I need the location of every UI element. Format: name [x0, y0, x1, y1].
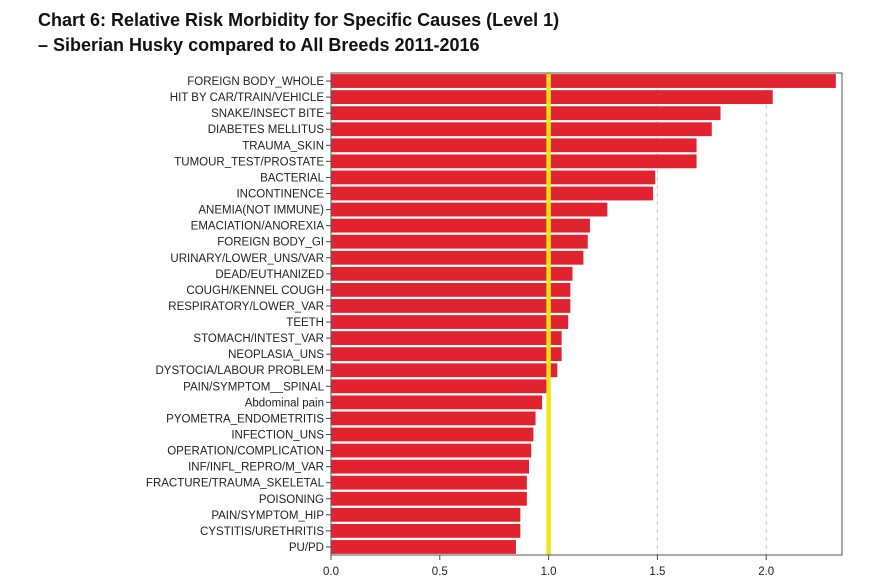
bar: [331, 459, 530, 474]
bar: [331, 523, 521, 538]
chart-title-line-2: – Siberian Husky compared to All Breeds …: [38, 35, 480, 55]
bar: [331, 395, 543, 410]
bar: [331, 331, 562, 346]
category-label: URINARY/LOWER_UNS/VAR: [170, 253, 324, 265]
bar-layer: [331, 74, 836, 554]
category-label: SNAKE/INSECT BITE: [211, 108, 324, 120]
category-label: POISONING: [259, 494, 324, 506]
bar: [331, 154, 697, 169]
bar: [331, 74, 836, 88]
category-label: DIABETES MELLITUS: [208, 124, 325, 136]
bar: [331, 234, 588, 249]
bar: [331, 138, 697, 153]
category-label: PYOMETRA_ENDOMETRITIS: [166, 413, 324, 425]
bar: [331, 427, 534, 442]
bar: [331, 218, 590, 233]
category-label: BACTERIAL: [260, 172, 325, 184]
category-label: TRAUMA_SKIN: [242, 140, 324, 152]
category-label: INF/INFL_REPRO/M_VAR: [188, 462, 324, 474]
category-label: RESPIRATORY/LOWER_VAR: [168, 301, 324, 313]
category-label: OPERATION/COMPLICATION: [167, 446, 324, 458]
bar: [331, 266, 573, 281]
category-label: TUMOUR_TEST/PROSTATE: [174, 156, 324, 168]
grid-layer: [656, 73, 767, 555]
chart-title-line-1: Chart 6: Relative Risk Morbidity for Spe…: [38, 10, 560, 30]
bar: [331, 315, 569, 329]
bar: [331, 363, 558, 378]
bar: [331, 540, 516, 554]
category-label: NEOPLASIA_UNS: [228, 349, 324, 361]
category-label: COUGH/KENNEL COUGH: [186, 285, 324, 297]
bar: [331, 379, 549, 394]
bar: [331, 282, 571, 297]
category-label: FRACTURE/TRAUMA_SKELETAL: [146, 478, 325, 490]
bar: [331, 202, 608, 217]
category-labels: FOREIGN BODY_WHOLE HIT BY CAR/TRAIN/VEHIC…: [146, 76, 331, 554]
category-label: DEAD/EUTHANIZED: [215, 269, 324, 281]
category-label: Abdominal pain: [245, 397, 324, 409]
x-tick-label: 0.0: [323, 566, 339, 578]
category-label: INFECTION_UNS: [231, 430, 324, 442]
category-label: DYSTOCIA/LABOUR PROBLEM: [156, 365, 325, 377]
bar: [331, 170, 656, 185]
category-label: STOMACH/INTEST_VAR: [193, 333, 324, 345]
category-label: INCONTINENCE: [236, 189, 324, 201]
category-label: PAIN/SYMPTOM__SPINAL: [183, 381, 324, 393]
category-label: CYSTITIS/URETHRITIS: [200, 526, 324, 538]
bar: [331, 491, 527, 506]
x-tick-label: 0.5: [432, 566, 448, 578]
x-tick-label: 2.0: [758, 566, 774, 578]
axis-layer: 0.0 0.5 1.0 1.5 2.0: [323, 555, 774, 578]
x-tick-label: 1.0: [541, 566, 557, 578]
bar: [331, 106, 721, 121]
category-label: PU/PD: [289, 542, 324, 554]
bar: [331, 90, 773, 105]
bar: [331, 475, 527, 490]
bar: [331, 299, 571, 313]
bar: [331, 443, 532, 458]
bar: [331, 186, 654, 201]
category-label: FOREIGN BODY_GI: [217, 237, 324, 249]
category-label: FOREIGN BODY_WHOLE: [187, 76, 324, 88]
bar: [331, 347, 562, 362]
bar: [331, 122, 712, 137]
category-label: HIT BY CAR/TRAIN/VEHICLE: [170, 92, 325, 104]
category-label: ANEMIA(NOT IMMUNE): [198, 205, 324, 217]
bar: [331, 507, 521, 522]
category-label: PAIN/SYMPTOM_HIP: [211, 510, 324, 522]
category-label: TEETH: [286, 317, 324, 329]
plot-frame: [330, 72, 843, 556]
bar: [331, 411, 536, 426]
x-tick-label: 1.5: [649, 566, 665, 578]
bar: [331, 250, 584, 265]
category-label: EMACIATION/ANOREXIA: [191, 221, 325, 233]
